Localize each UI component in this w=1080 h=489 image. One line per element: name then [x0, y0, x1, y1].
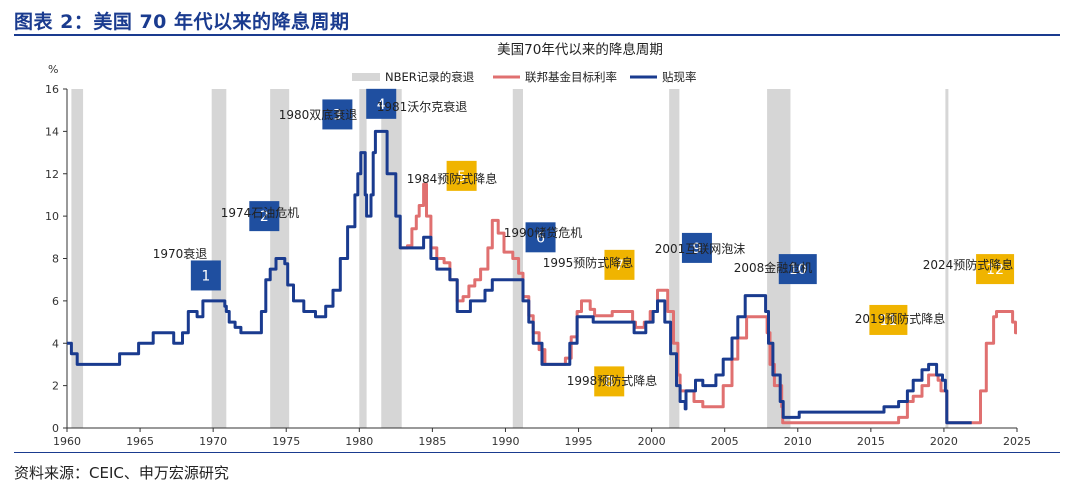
annotation-box [604, 249, 635, 280]
title-rule [14, 34, 1060, 36]
y-tick-label: 4 [52, 337, 59, 350]
annotation-number: 2 [260, 209, 269, 225]
annotation-number: 12 [986, 262, 1004, 278]
annotation-label: 2024预防式降息 [923, 257, 1014, 272]
annotation-label: 1990储贷危机 [504, 225, 583, 240]
annotation-box [249, 201, 280, 232]
x-tick-label: 1980 [345, 435, 373, 448]
annotation-box [190, 260, 221, 291]
annotation-box [446, 160, 477, 191]
recession-band [381, 89, 402, 428]
y-tick-label: 8 [52, 253, 59, 266]
legend-recession-label: NBER记录的衰退 [385, 70, 475, 84]
annotation-label: 1980双底衰退 [279, 107, 358, 122]
annotation-number: 7 [615, 258, 624, 274]
annotation-label: 1974石油危机 [221, 206, 300, 220]
annotation-number: 3 [333, 107, 342, 123]
annotation-box [525, 222, 556, 253]
source-note: 资料来源：CEIC、申万宏源研究 [14, 464, 229, 482]
annotation-box [594, 366, 625, 397]
annotation-label: 1981沃尔克衰退 [377, 99, 468, 114]
x-tick-label: 1990 [491, 435, 519, 448]
x-tick-label: 2025 [1003, 435, 1031, 448]
annotation-box [976, 254, 1015, 285]
annotation-box [778, 254, 817, 285]
x-tick-label: 2015 [857, 435, 885, 448]
y-tick-label: 6 [52, 295, 59, 308]
x-tick-label: 1970 [199, 435, 227, 448]
legend-discount-label: 贴现率 [662, 70, 697, 84]
annotation-number: 11 [879, 313, 897, 329]
recession-band [669, 89, 680, 428]
x-tick-label: 1965 [126, 435, 154, 448]
annotation-number: 1 [201, 268, 210, 284]
recession-band [71, 89, 84, 428]
annotation-box [322, 99, 353, 130]
annotation-label: 1995预防式降息 [543, 255, 634, 270]
recession-band [359, 89, 367, 428]
annotation-number: 9 [692, 241, 701, 257]
x-tick-label: 2010 [784, 435, 812, 448]
y-tick-label: 10 [45, 210, 59, 223]
y-tick-label: 16 [45, 83, 59, 96]
annotation-box [869, 304, 908, 335]
annotation-label: 1970衰退 [153, 246, 208, 261]
y-tick-label: 0 [52, 422, 59, 435]
x-tick-label: 2000 [638, 435, 666, 448]
y-tick-label: 2 [52, 380, 59, 393]
annotation-box [681, 232, 712, 263]
annotation-number: 10 [789, 262, 807, 278]
page-title: 图表 2：美国 70 年代以来的降息周期 [14, 11, 350, 33]
x-tick-label: 2005 [711, 435, 739, 448]
series-lines [67, 129, 1017, 425]
annotation-number: 4 [377, 97, 386, 113]
discount-rate-line [67, 129, 972, 425]
x-tick-label: 1985 [418, 435, 446, 448]
annotation-label: 2019预防式降息 [855, 311, 946, 326]
annotation-label: 2001互联网泡沫 [655, 242, 746, 256]
x-tick-label: 2020 [930, 435, 958, 448]
footer-rule [14, 452, 1060, 453]
legend-fed-label: 联邦基金目标利率 [525, 70, 617, 84]
x-tick-label: 1975 [272, 435, 300, 448]
recession-band [211, 89, 227, 428]
x-tick-label: 1960 [53, 435, 81, 448]
y-axis-unit: % [48, 63, 58, 76]
annotation-box [366, 88, 397, 119]
annotation-number: 6 [536, 230, 545, 246]
legend-recession-swatch [352, 73, 380, 81]
annotation-label: 1984预防式降息 [407, 171, 498, 186]
y-tick-label: 14 [45, 125, 59, 138]
x-tick-label: 1995 [565, 435, 593, 448]
annotation-label: 2008金融危机 [734, 260, 813, 275]
annotation-number: 5 [457, 169, 466, 185]
annotation-number: 8 [605, 374, 614, 390]
legend: NBER记录的衰退 联邦基金目标利率 贴现率 [352, 70, 697, 84]
recession-band [945, 89, 949, 428]
chart-title: 美国70年代以来的降息周期 [497, 41, 663, 58]
annotation-label: 1998预防式降息 [567, 373, 658, 388]
y-tick-label: 12 [45, 168, 59, 181]
